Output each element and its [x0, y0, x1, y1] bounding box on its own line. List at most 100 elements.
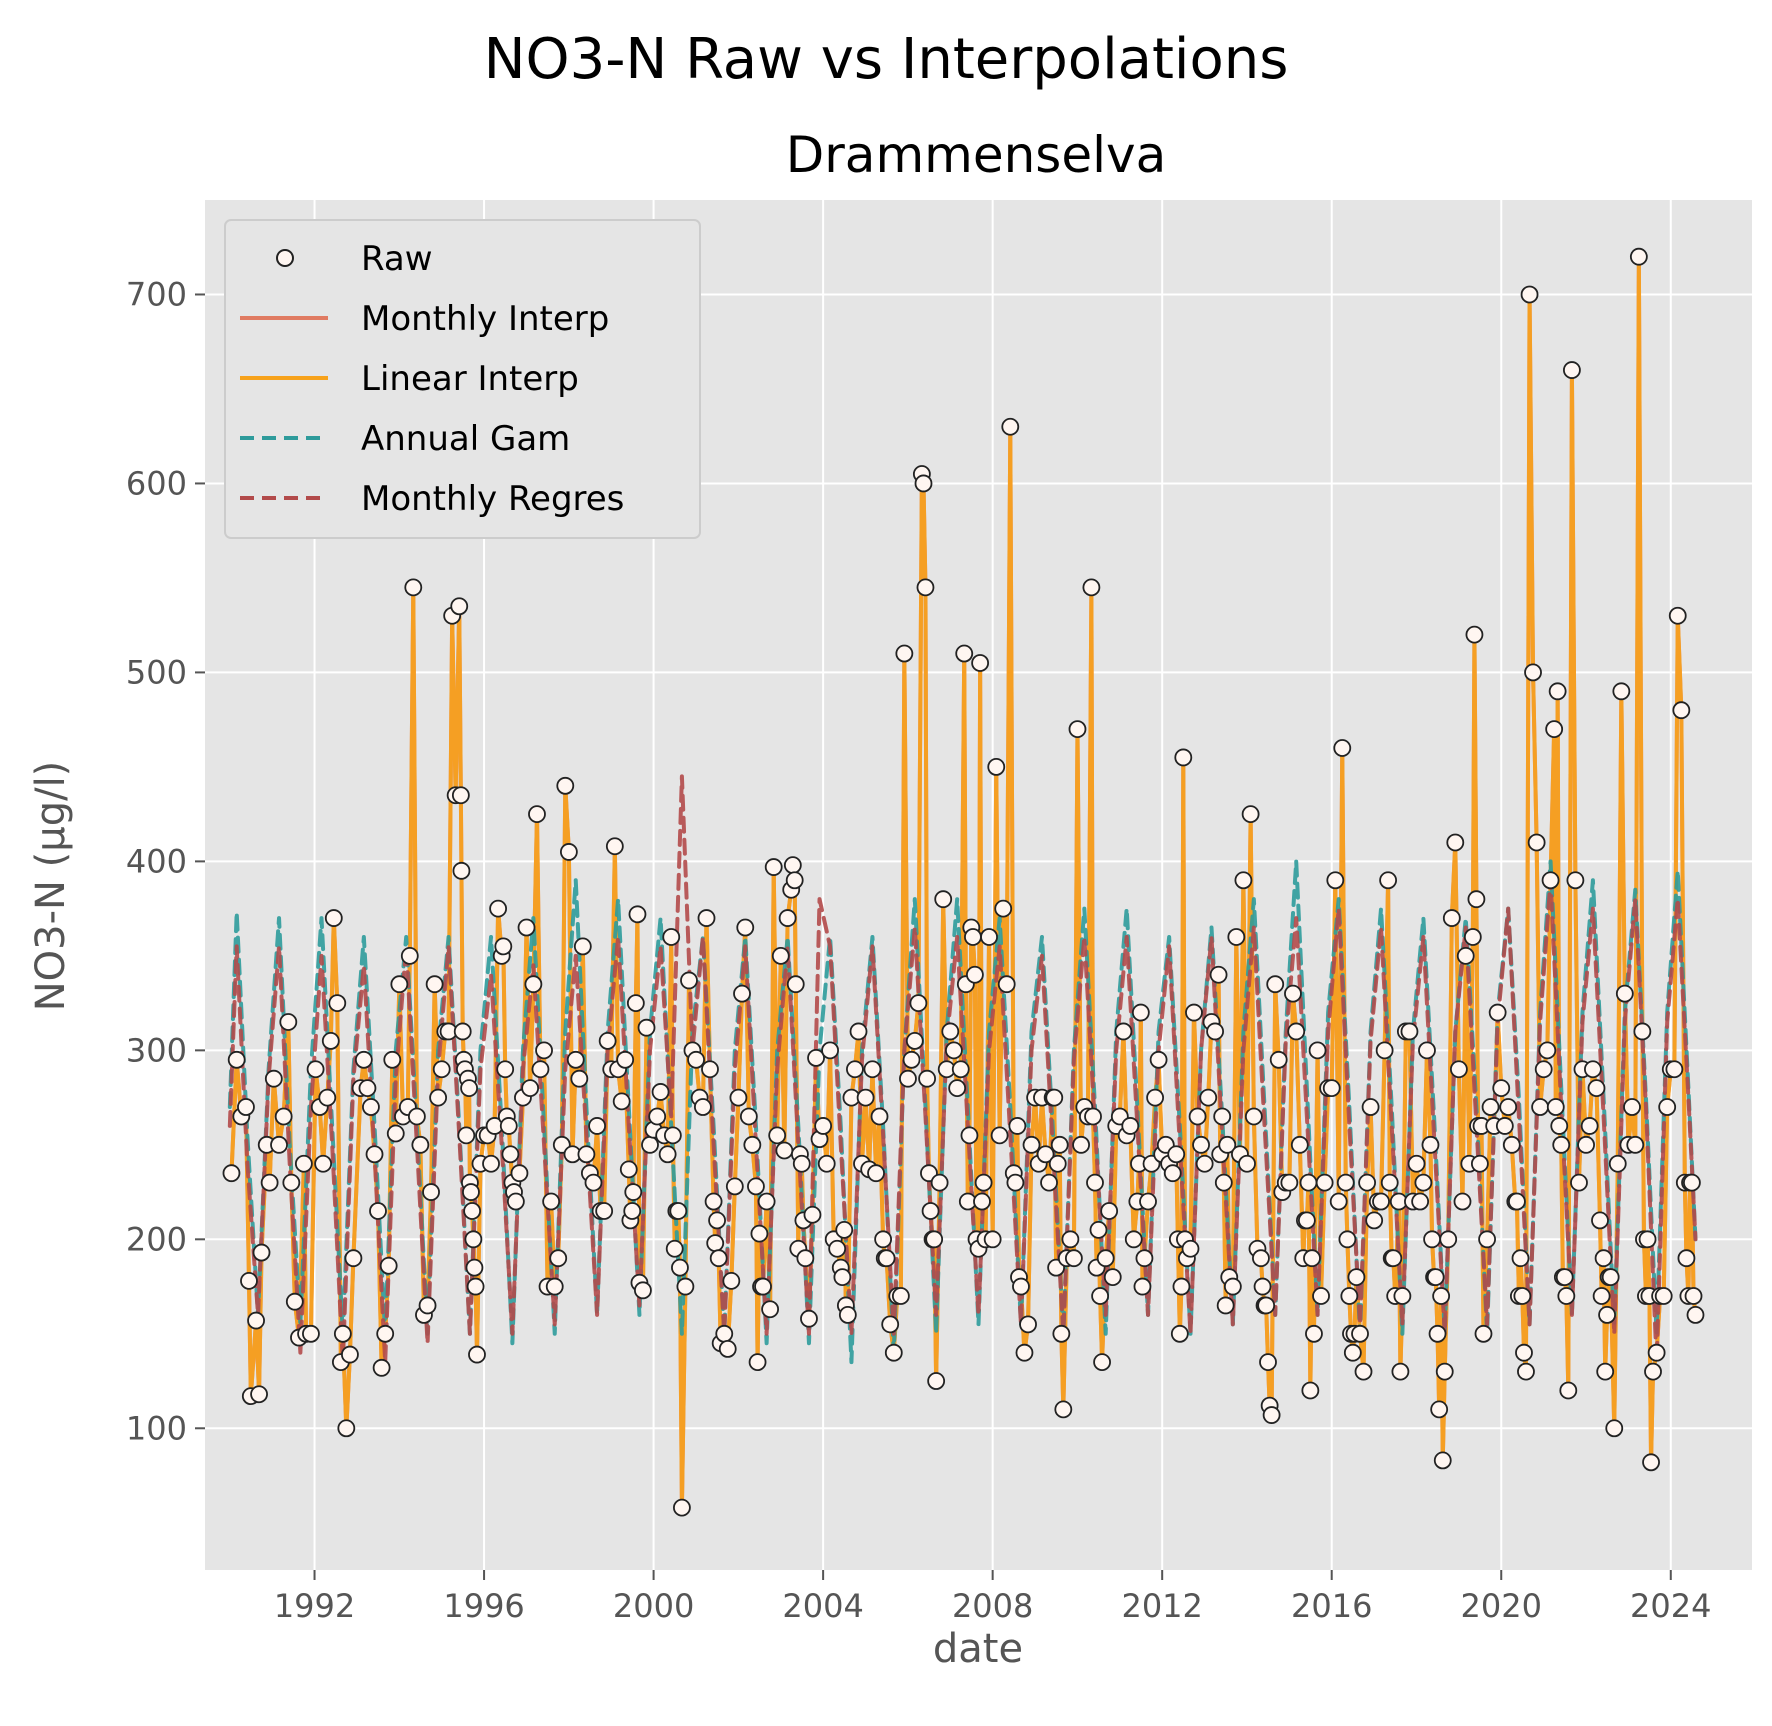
y-tick-label-300: 300 [126, 1031, 187, 1069]
raw-point-349 [1259, 1353, 1277, 1372]
raw-point-281 [1064, 1249, 1083, 1268]
raw-point-448 [1538, 1041, 1557, 1060]
raw-point-502 [1684, 1287, 1703, 1305]
raw-point-459 [1563, 361, 1581, 379]
x-tick-label-2012: 2012 [1121, 1587, 1202, 1625]
raw-point-188 [800, 1309, 818, 1328]
raw-point-494 [1665, 1060, 1684, 1079]
raw-point-24 [318, 1088, 337, 1107]
raw-point-326 [1195, 1154, 1214, 1173]
raw-point-37 [365, 1145, 384, 1164]
raw-point-12 [270, 1135, 288, 1154]
raw-point-219 [899, 1069, 917, 1088]
raw-point-431 [1488, 1003, 1507, 1022]
raw-point-329 [1206, 1022, 1224, 1041]
raw-point-419 [1456, 946, 1475, 965]
raw-point-482 [1633, 1022, 1652, 1041]
raw-point-62 [451, 786, 470, 805]
raw-point-278 [1054, 1400, 1073, 1419]
raw-point-187 [796, 1249, 815, 1268]
raw-point-6 [247, 1311, 265, 1330]
raw-point-201 [838, 1306, 857, 1324]
raw-point-263 [1012, 1277, 1030, 1296]
raw-point-433 [1495, 1117, 1514, 1135]
raw-point-485 [1638, 1230, 1657, 1249]
raw-point-73 [464, 1230, 483, 1249]
raw-point-158 [715, 1324, 734, 1343]
raw-point-38 [369, 1202, 387, 1220]
raw-point-128 [628, 905, 647, 924]
raw-point-161 [725, 1177, 744, 1196]
raw-point-359 [1290, 1135, 1309, 1154]
raw-point-172 [757, 1192, 776, 1211]
raw-point-233 [934, 890, 953, 909]
raw-point-55 [429, 1088, 448, 1107]
raw-point-495 [1668, 606, 1687, 625]
raw-point-318 [1172, 1277, 1191, 1296]
raw-point-88 [501, 1145, 520, 1164]
raw-point-375 [1336, 1173, 1355, 1192]
raw-point-206 [856, 1088, 875, 1107]
raw-point-389 [1375, 1041, 1394, 1060]
raw-point-414 [1439, 1230, 1458, 1249]
raw-point-334 [1216, 1296, 1235, 1315]
raw-point-144 [673, 1498, 691, 1517]
x-tick-label-1996: 1996 [443, 1587, 524, 1625]
raw-point-411 [1432, 1287, 1451, 1305]
raw-point-365 [1303, 1249, 1321, 1268]
raw-point-80 [482, 1154, 500, 1173]
raw-point-327 [1199, 1088, 1218, 1107]
raw-point-453 [1550, 1117, 1569, 1135]
raw-point-286 [1082, 578, 1101, 597]
y-tick-label-700: 700 [126, 275, 187, 313]
raw-point-61 [450, 597, 469, 616]
raw-point-325 [1192, 1135, 1210, 1154]
tick-layer: 1992 1996 2000 2004 2008 2012 2016 2020 2024 100 2… [126, 275, 1712, 1625]
raw-point-52 [418, 1296, 437, 1315]
raw-point-176 [771, 946, 790, 965]
raw-point-177 [775, 1141, 794, 1160]
raw-point-41 [379, 1256, 398, 1275]
raw-point-315 [1167, 1145, 1186, 1164]
raw-point-47 [400, 946, 419, 965]
x-tick-label-2008: 2008 [952, 1587, 1033, 1625]
raw-point-30 [337, 1419, 356, 1438]
raw-point-71 [462, 1183, 480, 1201]
raw-point-150 [694, 1098, 712, 1116]
raw-point-162 [729, 1088, 748, 1107]
raw-point-211 [874, 1230, 893, 1249]
raw-point-199 [835, 1220, 854, 1239]
raw-point-244 [964, 928, 982, 946]
raw-point-142 [669, 1202, 688, 1220]
raw-point-449 [1541, 871, 1560, 890]
raw-point-260 [1006, 1173, 1025, 1192]
raw-point-221 [905, 1032, 924, 1050]
raw-point-98 [531, 1060, 550, 1079]
raw-point-11 [264, 1069, 283, 1088]
raw-point-95 [521, 1079, 540, 1098]
raw-point-196 [828, 1239, 847, 1258]
raw-point-488 [1644, 1362, 1662, 1381]
raw-point-54 [425, 975, 444, 994]
raw-point-174 [764, 858, 783, 876]
raw-point-422 [1465, 625, 1484, 644]
raw-point-117 [598, 1032, 617, 1050]
raw-point-343 [1244, 1107, 1263, 1126]
raw-point-36 [362, 1098, 380, 1116]
raw-point-146 [680, 971, 698, 990]
raw-point-64 [453, 1022, 472, 1041]
raw-point-155 [708, 1211, 726, 1230]
raw-point-153 [704, 1192, 723, 1211]
raw-point-226 [918, 1069, 936, 1088]
raw-point-242 [960, 1126, 979, 1145]
raw-point-451 [1546, 1098, 1565, 1116]
raw-point-374 [1333, 739, 1352, 757]
raw-point-125 [623, 1202, 642, 1220]
raw-point-217 [891, 1287, 910, 1305]
raw-point-108 [566, 1050, 585, 1069]
raw-point-148 [687, 1050, 705, 1069]
raw-point-76 [468, 1345, 486, 1364]
raw-point-67 [457, 1126, 476, 1145]
raw-point-209 [867, 1164, 885, 1183]
legend-monthly-interp-label: Monthly Interp [361, 299, 609, 339]
